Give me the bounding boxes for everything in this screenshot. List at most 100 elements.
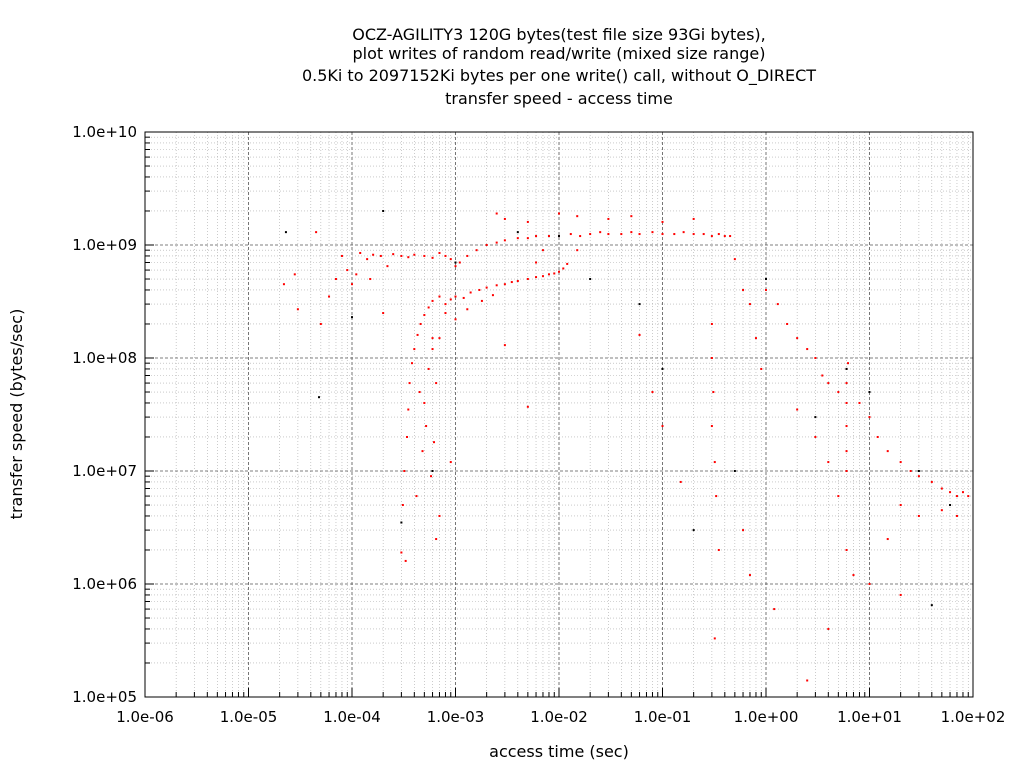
data-point-writes [423,401,426,404]
data-point-writes [837,391,840,394]
data-point-reads [814,416,817,419]
data-point-writes [334,278,337,281]
data-point-writes [425,425,428,428]
data-point-writes [406,435,409,438]
data-point-writes [475,249,478,252]
data-point-writes [845,548,848,551]
data-point-reads [284,231,287,234]
data-point-writes [754,337,757,340]
data-point-reads [351,316,353,319]
data-point-writes [821,374,824,377]
data-point-writes [516,280,519,283]
data-point-reads [382,209,385,212]
data-point-writes [876,435,879,438]
x-tick-label: 1.0e-06 [116,708,174,726]
data-point-writes [710,425,713,428]
x-tick-label: 1.0e-02 [530,708,588,726]
data-point-writes [692,217,695,220]
data-point-writes [430,475,433,478]
data-point-writes [638,233,641,236]
x-tick-label: 1.0e+00 [734,708,799,726]
data-point-writes [710,235,713,238]
data-point-writes [282,283,285,286]
data-point-reads [431,470,434,472]
data-point-reads [917,470,920,472]
data-point-writes [427,306,430,309]
data-point-writes [729,235,732,238]
data-point-reads [400,521,403,524]
data-point-writes [786,322,789,325]
x-tick-label: 1.0e-03 [427,708,485,726]
data-point-writes [485,286,488,289]
data-point-writes [454,318,457,321]
data-point-writes [485,244,488,246]
data-point-writes [449,298,452,301]
data-point-writes [372,253,375,256]
data-point-writes [535,235,538,238]
data-point-writes [899,461,902,464]
data-point-writes [852,574,855,577]
data-point-writes [340,254,343,257]
data-point-writes [712,391,715,394]
data-point-reads [516,231,519,234]
data-point-writes [930,480,933,483]
data-point-writes [435,382,438,385]
y-tick-label: 1.0e+10 [72,123,137,141]
data-point-writes [403,470,406,472]
data-point-reads [638,303,641,306]
data-point-writes [558,212,560,215]
data-point-writes [713,637,716,640]
data-point-writes [462,296,465,299]
data-point-writes [814,435,817,438]
data-point-writes [416,333,419,336]
data-point-writes [715,495,718,498]
data-point-writes [967,495,970,498]
data-point-writes [535,276,538,279]
data-point-writes [796,408,799,411]
data-point-writes [411,362,414,365]
data-point-writes [503,217,506,220]
data-point-writes [589,233,592,236]
data-point-writes [413,348,416,351]
data-point-writes [516,237,519,240]
data-point-writes [773,608,776,611]
data-point-writes [328,295,331,298]
data-point-writes [827,627,830,630]
title-line-2: plot writes of random read/write (mixed … [353,44,766,63]
data-point-writes [423,314,426,317]
data-point-writes [503,344,506,347]
x-tick-label: 1.0e-01 [634,708,692,726]
data-point-writes [940,509,943,512]
data-point-reads [930,604,933,607]
data-point-writes [407,408,410,411]
data-point-writes [827,461,830,464]
x-axis-label: access time (sec) [489,742,629,761]
data-point-writes [682,231,685,234]
data-point-writes [404,559,407,562]
y-tick-label: 1.0e+08 [72,349,137,367]
data-point-writes [415,495,418,498]
data-point-writes [547,235,550,238]
data-point-writes [438,251,441,254]
data-point-writes [733,258,736,261]
data-point-reads [589,278,592,281]
data-point-writes [806,679,809,682]
data-point-writes [837,495,840,498]
data-point-writes [444,254,447,257]
data-point-writes [917,514,920,517]
data-point-writes [454,265,457,268]
data-point-reads [692,529,695,532]
data-point-writes [717,548,720,551]
data-point-writes [679,480,682,483]
data-point-writes [458,261,461,264]
data-point-writes [651,231,654,234]
data-point-reads [454,261,457,264]
data-point-writes [400,551,403,554]
data-point-reads [733,470,736,472]
data-point-writes [796,337,799,340]
data-point-writes [431,256,434,259]
data-point-writes [454,295,457,298]
data-point-reads [558,235,560,238]
data-point-writes [449,461,452,464]
data-point-writes [431,348,434,351]
